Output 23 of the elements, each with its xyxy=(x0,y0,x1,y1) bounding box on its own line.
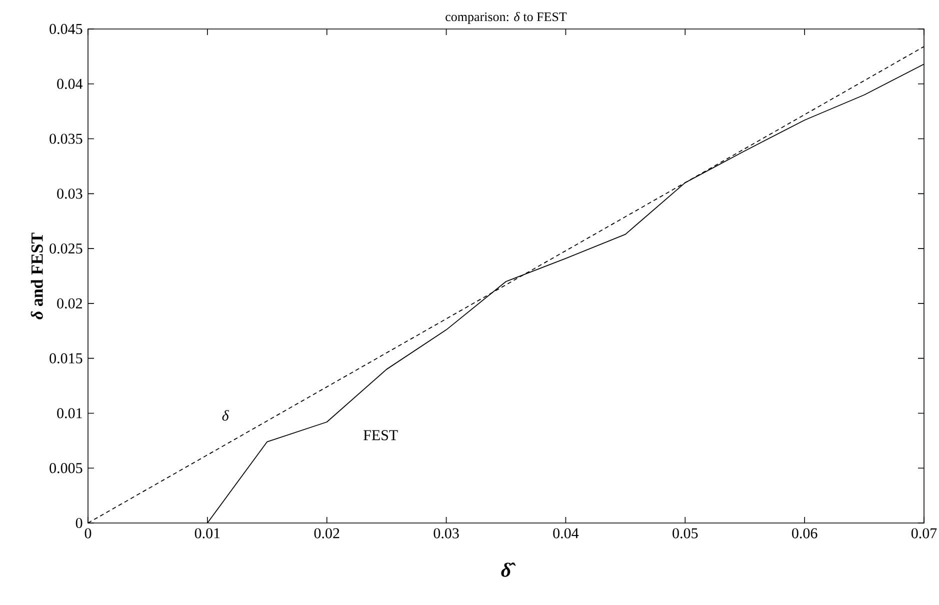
chart-title: comparison: δ to FEST xyxy=(446,12,567,24)
y-tick-label: 0 xyxy=(76,518,82,528)
y-tick-label: 0.035 xyxy=(50,134,82,144)
x-tick-label: 0.06 xyxy=(792,528,818,538)
y-tick-label: 0.015 xyxy=(50,353,82,364)
y-tick-label: 0.03 xyxy=(57,188,82,199)
y-tick-label: 0.025 xyxy=(50,243,82,254)
series-label: δ xyxy=(222,410,230,421)
x-tick-label: 0.07 xyxy=(911,528,937,538)
y-tick-label: 0.005 xyxy=(50,463,82,474)
x-tick-label: 0.01 xyxy=(194,528,220,538)
x-tick-label: 0.05 xyxy=(672,528,698,538)
y-tick-label: 0.04 xyxy=(57,78,83,89)
x-axis-title: δ̂ xyxy=(501,562,516,577)
x-tick-label: 0 xyxy=(84,528,92,538)
y-tick-label: 0.045 xyxy=(50,24,82,34)
y-axis-title: δ and FEST xyxy=(30,232,43,320)
y-tick-label: 0.01 xyxy=(57,408,82,418)
x-tick-label: 0.04 xyxy=(553,528,579,538)
x-tick-label: 0.02 xyxy=(314,528,340,538)
text: FEST xyxy=(364,430,398,440)
x-tick-label: 0.03 xyxy=(434,528,459,538)
y-tick-label: 0.02 xyxy=(57,298,82,309)
